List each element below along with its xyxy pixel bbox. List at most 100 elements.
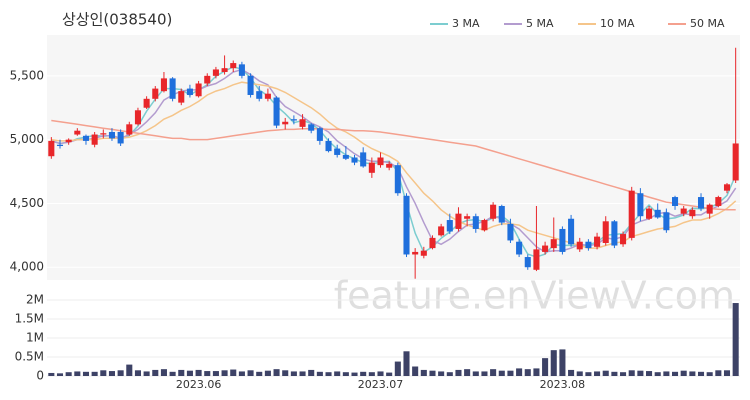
volume-bar xyxy=(342,372,349,376)
candle-body xyxy=(620,234,627,245)
candle-body xyxy=(178,91,185,103)
volume-bar xyxy=(620,372,627,376)
volume-bar xyxy=(654,372,661,376)
y-tick-label: 4,000 xyxy=(10,260,44,274)
candle-body xyxy=(100,133,107,135)
volume-bar xyxy=(221,370,228,376)
volume-bar xyxy=(169,371,176,376)
volume-bar xyxy=(230,369,237,376)
volume-bar xyxy=(671,371,679,376)
candle-body xyxy=(455,213,462,229)
candle-body xyxy=(282,121,289,125)
candle-body xyxy=(568,218,575,245)
volume-bar xyxy=(438,371,445,376)
volume-bar xyxy=(256,371,263,376)
candle-body xyxy=(186,88,193,95)
legend-label: 10 MA xyxy=(600,17,635,30)
volume-bar xyxy=(126,364,133,376)
candle-body xyxy=(143,98,150,108)
volume-bar xyxy=(628,370,635,376)
y-tick-label: 5,000 xyxy=(10,132,44,146)
candle-body xyxy=(108,131,116,139)
candle-body xyxy=(169,78,176,99)
candle-body xyxy=(498,205,505,223)
volume-bar xyxy=(160,369,167,376)
volume-bar xyxy=(143,371,150,376)
candle-body xyxy=(334,148,341,155)
x-tick-label: 2023.07 xyxy=(358,378,404,391)
volume-bar xyxy=(308,369,315,376)
candle-body xyxy=(429,237,436,249)
volume-bar xyxy=(576,371,583,376)
candle-body xyxy=(654,209,661,218)
volume-bar xyxy=(706,372,713,376)
candle-body xyxy=(490,204,497,219)
volume-bar xyxy=(152,369,159,376)
volume-bar xyxy=(351,372,358,376)
candle-body xyxy=(342,154,349,159)
volume-bar xyxy=(368,372,375,376)
candle-body xyxy=(689,209,696,217)
candle-body xyxy=(671,197,679,206)
volume-bar xyxy=(646,371,653,376)
volume-bar xyxy=(117,370,124,376)
candle-body xyxy=(152,88,159,99)
candle-body xyxy=(611,221,618,246)
volume-bar xyxy=(247,370,254,376)
volume-bar xyxy=(602,370,609,376)
volume-bar xyxy=(212,371,219,376)
volume-bar xyxy=(48,372,55,376)
volume-bar xyxy=(585,372,592,376)
volume-bar xyxy=(498,370,505,376)
candle-body xyxy=(212,69,219,76)
candle-body xyxy=(723,184,731,191)
volume-bar xyxy=(568,369,575,376)
candle-body xyxy=(299,119,306,127)
volume-bar xyxy=(282,370,289,376)
candle-body xyxy=(91,134,98,145)
volume-bar xyxy=(550,350,557,376)
candle-body xyxy=(516,241,523,255)
candle-body xyxy=(628,190,635,238)
volume-bar xyxy=(186,370,193,376)
candle-body xyxy=(524,257,531,268)
candle-body xyxy=(394,165,401,194)
candle-body xyxy=(550,239,557,249)
volume-bar xyxy=(611,371,618,376)
volume-bar xyxy=(455,369,462,376)
volume-bar xyxy=(412,366,419,376)
volume-bar xyxy=(299,371,306,376)
legend-label: 50 MA xyxy=(690,17,725,30)
candle-body xyxy=(585,241,592,249)
candle-body xyxy=(715,197,722,206)
volume-bar xyxy=(264,370,271,376)
volume-bar xyxy=(204,371,211,376)
volume-bar xyxy=(507,370,514,376)
volume-bar xyxy=(594,371,601,376)
volume-bar xyxy=(715,370,722,376)
candle-body xyxy=(273,97,280,126)
candle-body xyxy=(351,157,358,163)
volume-bar xyxy=(472,371,479,376)
volume-bar xyxy=(82,371,90,376)
volume-bar xyxy=(524,369,531,376)
volume-bar xyxy=(290,371,297,376)
volume-bar xyxy=(334,371,341,376)
candle-body xyxy=(697,197,705,209)
candle-body xyxy=(204,75,211,84)
candle-body xyxy=(221,68,228,73)
candle-body xyxy=(126,124,133,135)
candle-body xyxy=(680,208,687,214)
candle-body xyxy=(403,195,410,255)
volume-bar xyxy=(377,371,384,376)
volume-bar xyxy=(273,369,280,376)
volume-bar xyxy=(325,372,332,376)
candle-body xyxy=(74,130,81,135)
volume-bar xyxy=(195,369,202,376)
y-tick-label: 0.5M xyxy=(15,350,44,364)
legend-label: 3 MA xyxy=(452,17,480,30)
candle-body xyxy=(65,139,72,143)
candle-body xyxy=(464,216,471,219)
volume-bar xyxy=(663,371,670,376)
